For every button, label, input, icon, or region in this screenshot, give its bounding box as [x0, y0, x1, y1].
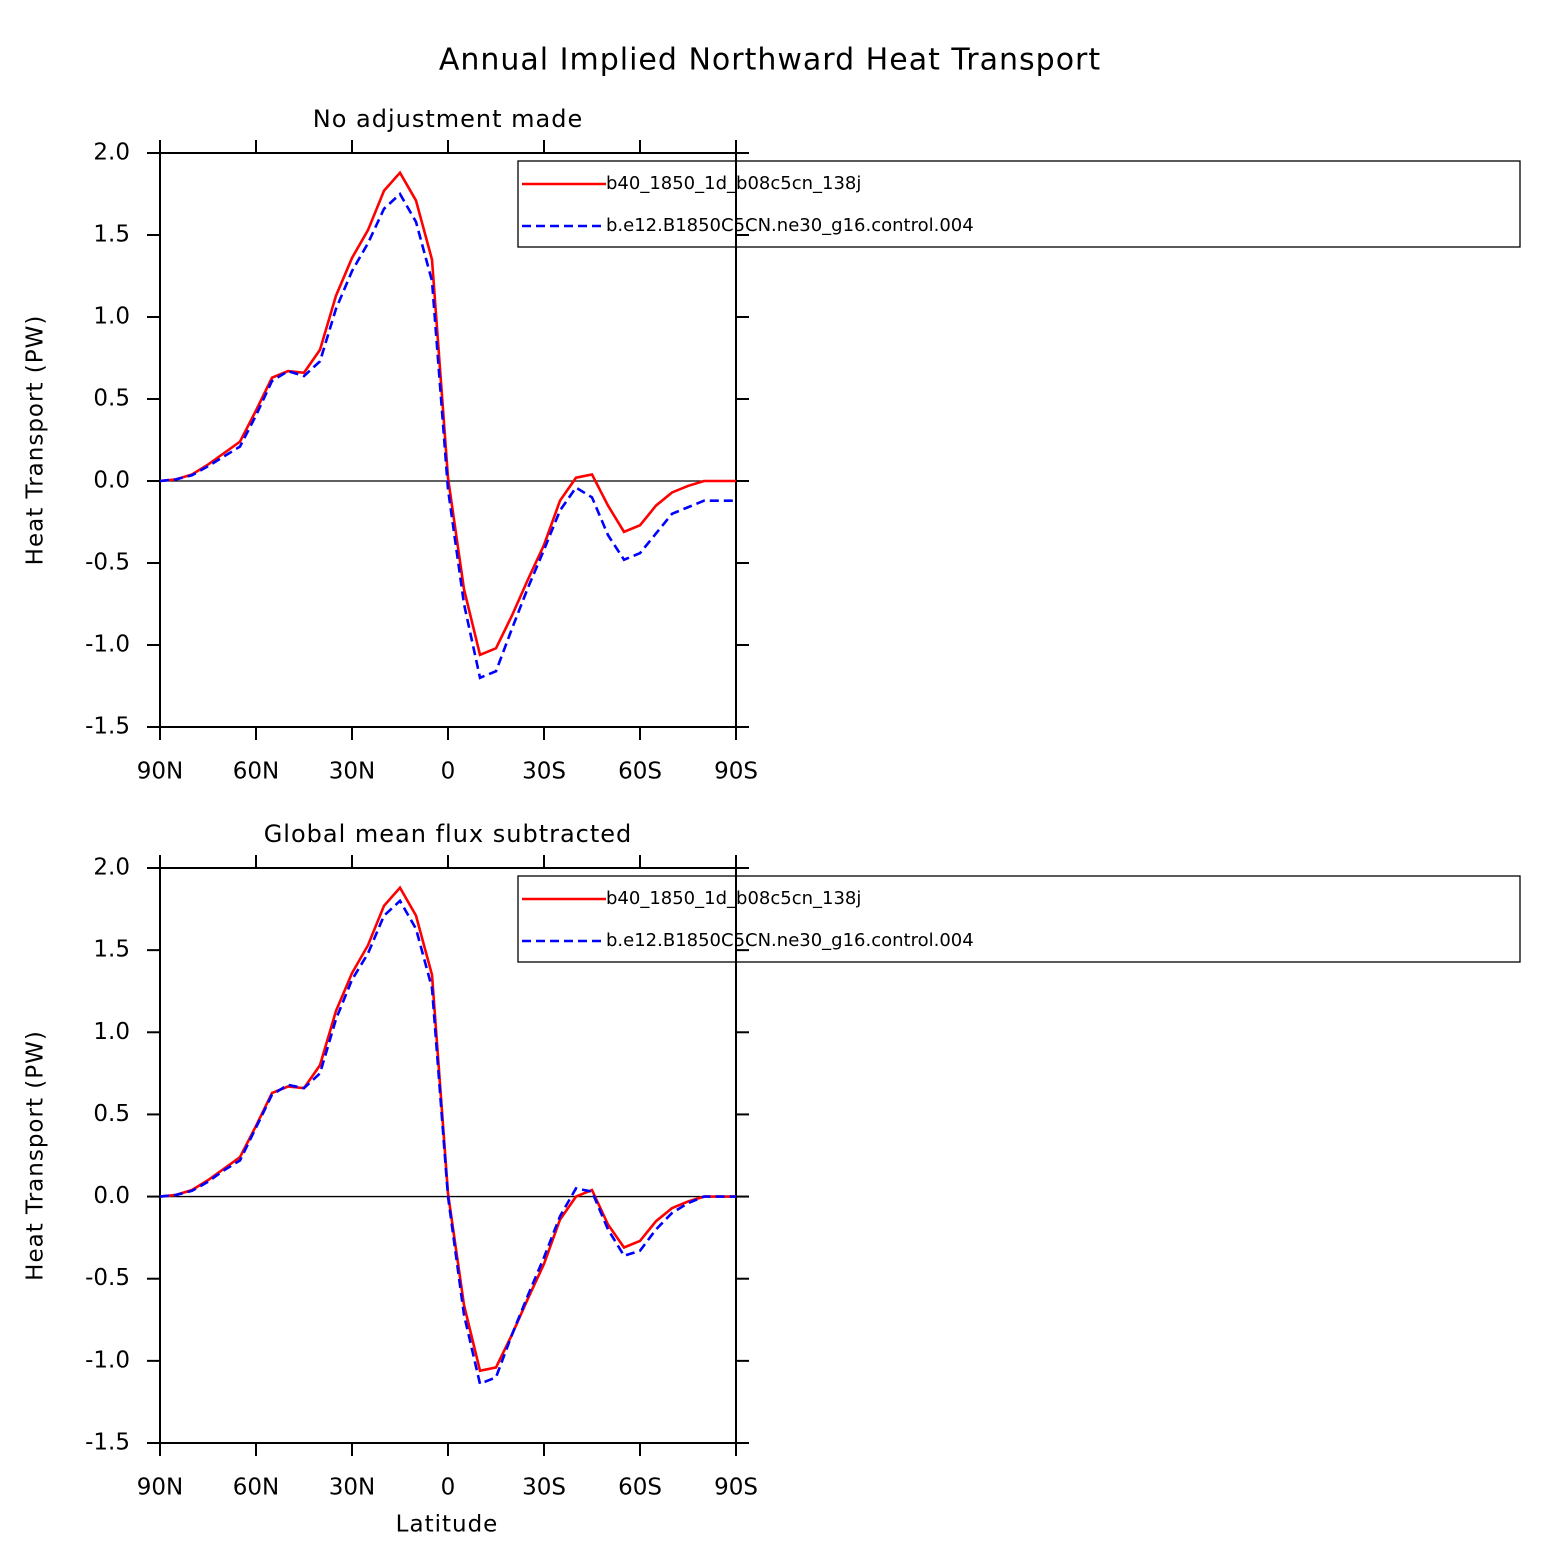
x-tick-label: 90N [137, 759, 183, 785]
x-tick-label: 0 [441, 1475, 456, 1501]
y-tick-label: 0.5 [93, 386, 130, 412]
legend-label: b.e12.B1850C5CN.ne30_g16.control.004 [606, 215, 974, 236]
legend-label: b.e12.B1850C5CN.ne30_g16.control.004 [606, 930, 974, 951]
y-tick-label: 2.0 [93, 855, 130, 881]
x-tick-label: 60S [618, 1475, 662, 1501]
y-tick-label: -1.5 [85, 1430, 130, 1456]
x-tick-label: 60N [233, 1475, 279, 1501]
x-tick-label: 90S [714, 1475, 758, 1501]
y-tick-label: -0.5 [85, 1265, 130, 1291]
x-tick-label: 30N [329, 1475, 375, 1501]
subtitle: No adjustment made [313, 105, 583, 133]
legend-label: b40_1850_1d_b08c5cn_138j [606, 888, 861, 909]
legend-box [517, 875, 1521, 963]
y-tick-label: 1.5 [93, 937, 130, 963]
y-tick-label: 0.5 [93, 1101, 130, 1127]
figure-title: Annual Implied Northward Heat Transport [439, 43, 1101, 78]
x-tick-label: 30S [522, 759, 566, 785]
y-tick-label: 1.0 [93, 1019, 130, 1045]
x-tick-label: 30S [522, 1475, 566, 1501]
y-tick-label: -0.5 [85, 550, 130, 576]
x-tick-label: 60S [618, 759, 662, 785]
series-line [159, 191, 736, 680]
x-tick-label: 30N [329, 759, 375, 785]
plot-frame [159, 152, 737, 728]
plot-frame [159, 867, 737, 1444]
subtitle: Global mean flux subtracted [264, 820, 633, 848]
x-tick-label: 90N [137, 1475, 183, 1501]
x-tick-label: 0 [441, 759, 456, 785]
series-line [159, 898, 736, 1386]
y-axis-label: Heat Transport (PW) [23, 1030, 49, 1281]
series-line [159, 885, 736, 1373]
y-tick-label: 0.0 [93, 1183, 130, 1209]
series-line [159, 170, 736, 657]
legend-label: b40_1850_1d_b08c5cn_138j [606, 173, 861, 194]
legend-box [517, 160, 1521, 248]
x-tick-label: 60N [233, 759, 279, 785]
y-tick-label: -1.0 [85, 1347, 130, 1373]
x-axis-label: Latitude [396, 1512, 499, 1538]
y-tick-label: 1.0 [93, 304, 130, 330]
y-tick-label: 1.5 [93, 222, 130, 248]
y-tick-label: -1.0 [85, 632, 130, 658]
y-tick-label: 0.0 [93, 468, 130, 494]
y-tick-label: 2.0 [93, 140, 130, 166]
x-tick-label: 90S [714, 759, 758, 785]
y-tick-label: -1.5 [85, 714, 130, 740]
y-axis-label: Heat Transport (PW) [23, 315, 49, 566]
